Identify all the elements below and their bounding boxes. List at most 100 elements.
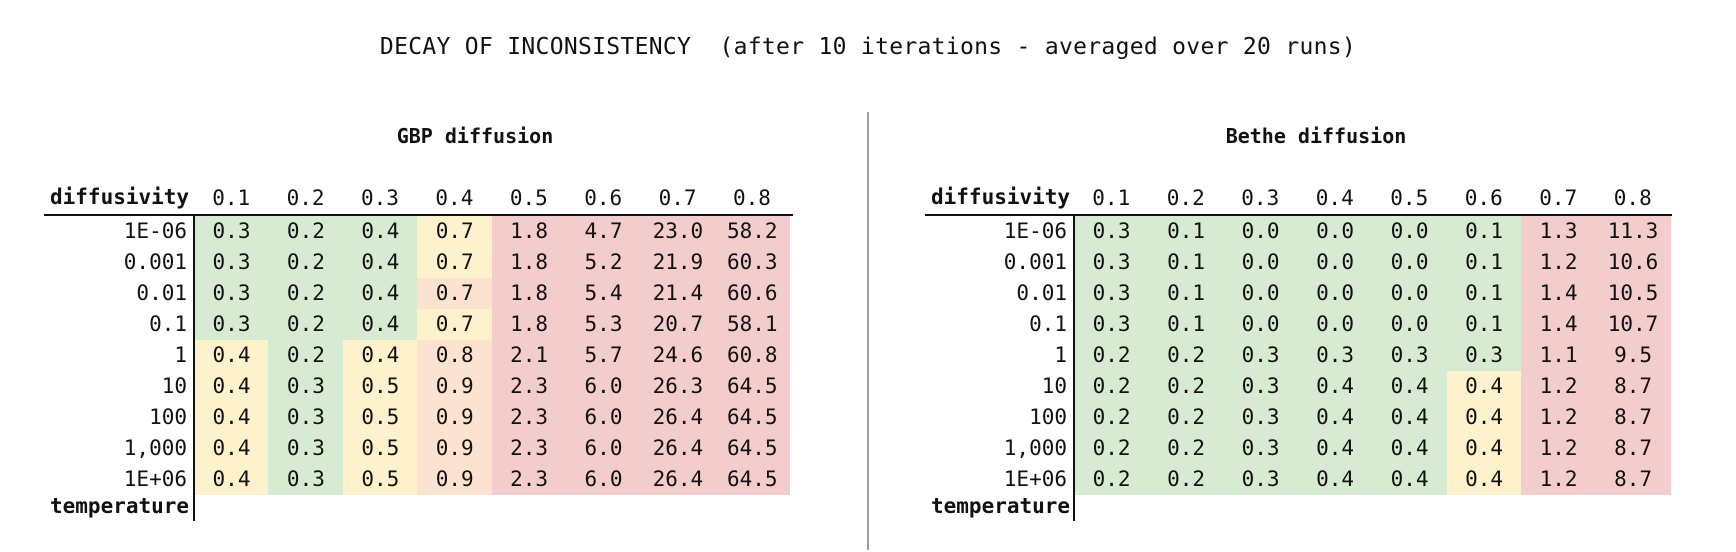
- table-cell: 0.0: [1372, 278, 1448, 309]
- column-tick-label: 0.5: [1390, 186, 1429, 210]
- table-cell: 26.4: [640, 402, 716, 433]
- column-header-label: diffusivity: [50, 185, 190, 209]
- table-cell: 60.3: [714, 247, 790, 278]
- table-cell: 0.4: [194, 340, 269, 371]
- table-cell: 1.2: [1521, 433, 1597, 464]
- table-cell: 0.3: [1223, 464, 1299, 495]
- column-tick-label: 0.6: [1464, 186, 1503, 210]
- table-cell: 0.3: [1074, 216, 1150, 247]
- row-tick-label: 100: [1029, 405, 1067, 429]
- table-cell: 0.5: [342, 433, 418, 464]
- table-cell: 1.8: [491, 278, 567, 309]
- table-cell: 1.8: [491, 309, 567, 340]
- table-cell: 4.7: [566, 216, 641, 247]
- table-cell: 6.0: [566, 433, 641, 464]
- table-cell: 10.7: [1595, 309, 1671, 340]
- table-cell: 64.5: [714, 464, 790, 495]
- panel-title: Bethe diffusion: [1225, 124, 1407, 148]
- table-cell: 0.8: [417, 340, 493, 371]
- table-cell: 0.5: [342, 402, 418, 433]
- table-cell: 0.4: [194, 433, 269, 464]
- panel-title: GBP diffusion: [396, 124, 554, 148]
- table-cell: 0.0: [1297, 247, 1373, 278]
- column-tick-label: 0.4: [435, 186, 474, 210]
- table-cell: 0.2: [268, 216, 344, 247]
- table-cell: 0.3: [1372, 340, 1448, 371]
- row-tick-label: 0.1: [1029, 312, 1067, 336]
- table-cell: 6.0: [566, 464, 641, 495]
- row-tick-label: 1E-06: [123, 219, 187, 243]
- row-tick-label: 10: [1041, 374, 1067, 398]
- table-cell: 0.2: [1148, 402, 1224, 433]
- table-cell: 0.3: [1074, 278, 1150, 309]
- column-tick-label: 0.2: [1166, 186, 1205, 210]
- table-cell: 0.4: [1297, 464, 1373, 495]
- table-cell: 0.9: [417, 402, 493, 433]
- row-tick-label: 100: [149, 405, 187, 429]
- table-cell: 8.7: [1595, 464, 1671, 495]
- table-cell: 5.2: [566, 247, 641, 278]
- row-tick-label: 1,000: [123, 436, 187, 460]
- table-cell: 5.3: [566, 309, 641, 340]
- panel-divider: [867, 112, 869, 550]
- table-cell: 0.4: [194, 371, 269, 402]
- table-cell: 6.0: [566, 371, 641, 402]
- table-cell: 0.3: [194, 309, 269, 340]
- table-cell: 0.0: [1297, 216, 1373, 247]
- table-cell: 0.9: [417, 433, 493, 464]
- table-cell: 0.0: [1223, 278, 1299, 309]
- table-cell: 60.6: [714, 278, 790, 309]
- table-cell: 0.0: [1372, 309, 1448, 340]
- row-tick-label: 0.001: [123, 250, 187, 274]
- table-cell: 0.4: [1297, 402, 1373, 433]
- table-cell: 2.3: [491, 371, 567, 402]
- row-tick-label: 1E-06: [1003, 219, 1067, 243]
- table-cell: 0.1: [1148, 278, 1224, 309]
- table-cell: 8.7: [1595, 402, 1671, 433]
- table-cell: 1.3: [1521, 216, 1597, 247]
- column-tick-label: 0.8: [733, 186, 771, 210]
- gbp-diffusion-panel: GBP diffusion diffusivity 0.1 0.2 0.3 0.4 0.5 0…: [0, 0, 820, 552]
- table-cell: 10.6: [1595, 247, 1671, 278]
- table-cell: 1.4: [1521, 278, 1597, 309]
- table-cell: 0.3: [194, 278, 269, 309]
- table-cell: 0.3: [1074, 247, 1150, 278]
- table-cell: 1.2: [1521, 247, 1597, 278]
- table-cell: 0.4: [1446, 371, 1522, 402]
- table-cell: 0.4: [342, 309, 418, 340]
- table-cell: 58.2: [714, 216, 790, 247]
- table-cell: 5.4: [566, 278, 641, 309]
- table-cell: 0.1: [1446, 247, 1522, 278]
- table-cell: 0.2: [1074, 464, 1150, 495]
- table-cell: 0.2: [268, 340, 344, 371]
- table-cell: 0.4: [1372, 464, 1448, 495]
- table-cell: 2.3: [491, 433, 567, 464]
- table-cell: 0.0: [1223, 309, 1299, 340]
- table-cell: 0.3: [268, 371, 344, 402]
- table-cell: 21.4: [640, 278, 716, 309]
- table-cell: 0.4: [1372, 433, 1448, 464]
- table-cell: 26.4: [640, 464, 716, 495]
- table-cell: 0.3: [268, 433, 344, 464]
- table-cell: 0.0: [1372, 247, 1448, 278]
- table-cell: 26.3: [640, 371, 716, 402]
- table-cell: 0.0: [1297, 309, 1373, 340]
- table-cell: 0.1: [1148, 216, 1224, 247]
- column-tick-label: 0.1: [212, 186, 251, 210]
- table-cell: 21.9: [640, 247, 716, 278]
- table-cell: 64.5: [714, 402, 790, 433]
- table-cell: 0.2: [268, 309, 344, 340]
- column-tick-label: 0.8: [1613, 186, 1652, 210]
- table-cell: 0.2: [1074, 402, 1150, 433]
- table-cell: 1.8: [491, 247, 567, 278]
- row-tick-label: 0.01: [1016, 281, 1067, 305]
- table-cell: 0.2: [268, 278, 344, 309]
- row-tick-label: 0.1: [149, 312, 187, 336]
- table-cell: 0.3: [1446, 340, 1522, 371]
- table-cell: 0.3: [1223, 433, 1299, 464]
- table-cell: 0.0: [1297, 278, 1373, 309]
- table-cell: 0.4: [342, 340, 418, 371]
- column-tick-label: 0.7: [1539, 186, 1578, 210]
- table-cell: 0.2: [1148, 464, 1224, 495]
- table-cell: 0.0: [1372, 216, 1448, 247]
